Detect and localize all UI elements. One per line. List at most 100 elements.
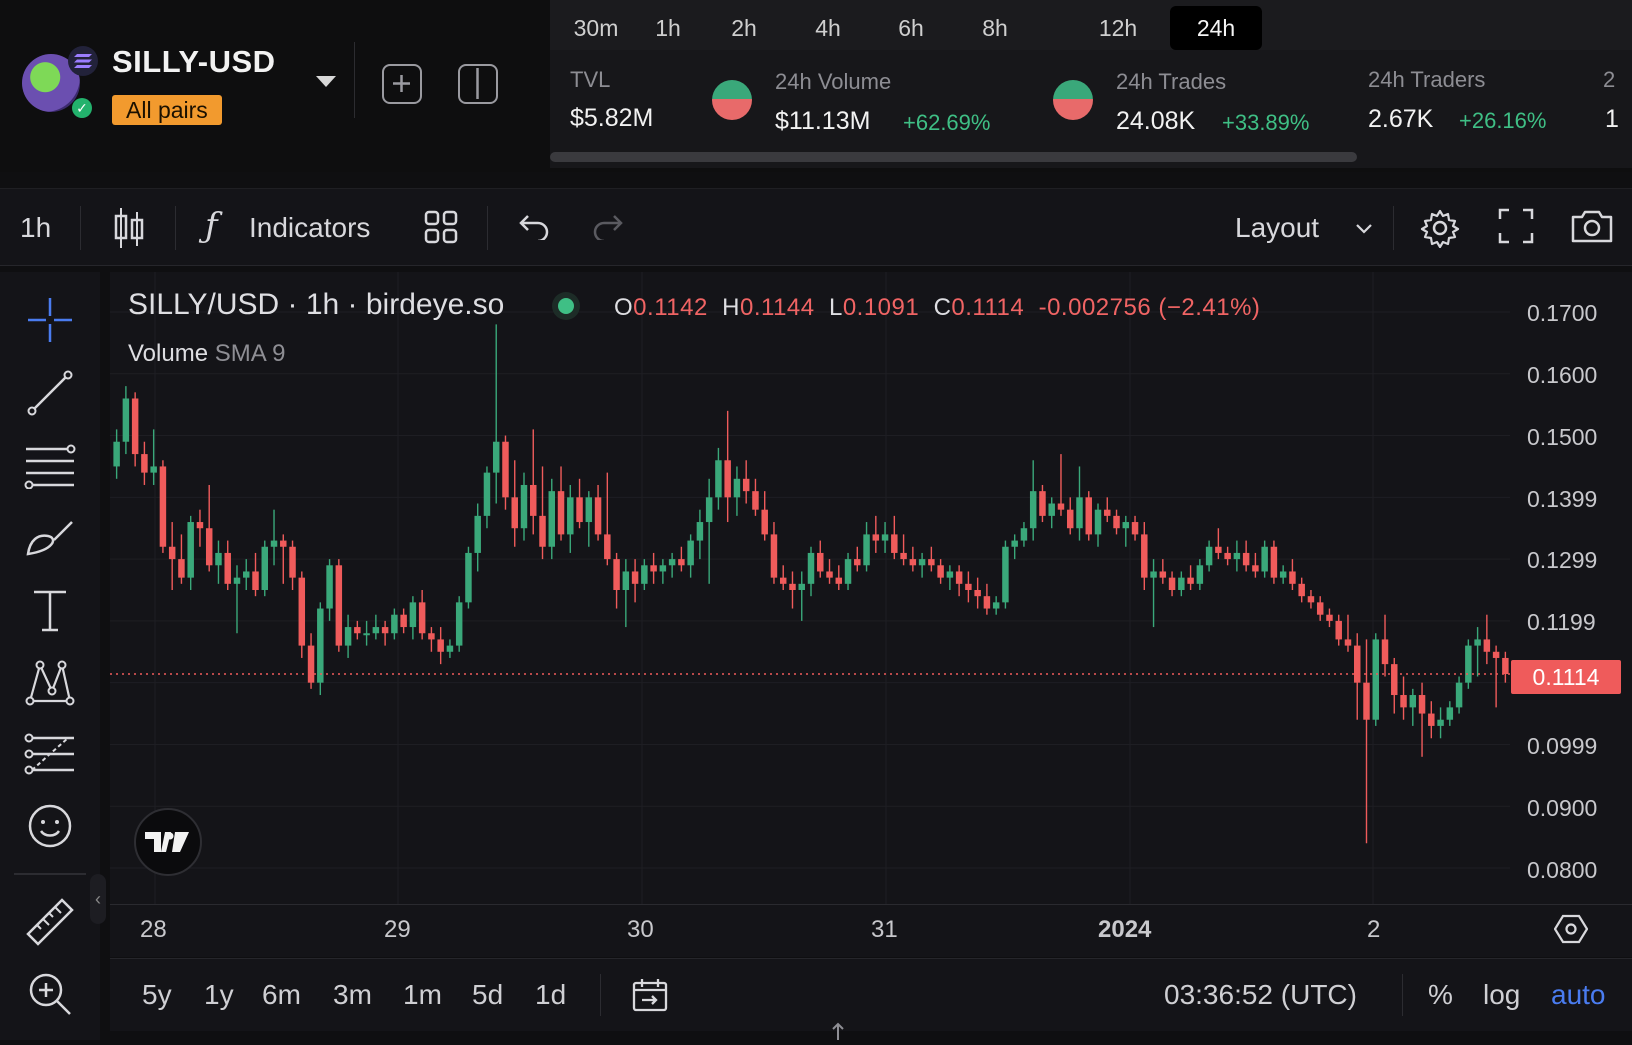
trend-line-tool[interactable] <box>20 365 80 421</box>
expand-panel-arrow-icon[interactable] <box>830 1022 846 1045</box>
prediction-icon <box>24 733 74 775</box>
brush-tool[interactable] <box>20 510 80 566</box>
candle-body <box>344 627 352 646</box>
pair-dropdown-icon[interactable] <box>316 76 336 87</box>
candle-body <box>363 633 370 636</box>
range-5d[interactable]: 5d <box>472 979 504 1010</box>
zoom-tool[interactable] <box>20 966 80 1022</box>
axis-settings-button[interactable] <box>1553 914 1589 949</box>
candle-body <box>1391 664 1398 696</box>
candle-body <box>1270 546 1278 578</box>
candle-body <box>826 571 833 578</box>
tab-1h[interactable]: 1h <box>655 15 681 41</box>
volume-indicator-label[interactable]: Volume SMA 9 <box>128 340 285 368</box>
candle-body <box>1215 546 1222 553</box>
layout-chevron-down-icon[interactable] <box>1355 222 1373 240</box>
tab-30m[interactable]: 30m <box>573 15 619 41</box>
redo-button[interactable] <box>592 212 624 245</box>
camera-icon <box>1571 210 1613 243</box>
candle-body <box>900 552 907 560</box>
text-tool[interactable] <box>20 582 80 638</box>
candle-body <box>557 491 565 535</box>
ohlc-readout: O0.1142 H0.1144 L0.1091 C0.1114 -0.00275… <box>614 294 1260 322</box>
fib-retracement-tool[interactable] <box>20 437 80 493</box>
candle-body <box>631 571 639 584</box>
candle-type-button[interactable] <box>112 206 146 255</box>
candle-body <box>335 565 343 646</box>
volume-pie-icon <box>712 80 752 120</box>
forecast-tool[interactable] <box>20 726 80 782</box>
candle-body <box>567 497 574 535</box>
tab-6h[interactable]: 6h <box>898 15 924 41</box>
candle-body <box>1196 565 1204 584</box>
candle-body <box>307 645 315 683</box>
header-divider <box>354 42 355 118</box>
price-tick: 0.1199 <box>1527 609 1596 635</box>
candle-body <box>1326 614 1333 621</box>
candle-body <box>391 614 398 634</box>
candle-body <box>872 534 880 541</box>
range-1y[interactable]: 1y <box>204 979 234 1010</box>
log-toggle[interactable]: log <box>1483 979 1521 1010</box>
range-6m[interactable]: 6m <box>262 979 301 1010</box>
candle-body <box>1409 695 1417 708</box>
candle-body <box>150 466 157 473</box>
utc-clock[interactable]: 03:36:52 (UTC) <box>1164 979 1357 1010</box>
fullscreen-button[interactable] <box>1498 208 1534 249</box>
screenshot-button[interactable] <box>1570 208 1614 249</box>
tab-4h[interactable]: 4h <box>815 15 841 41</box>
split-view-button[interactable] <box>458 64 498 104</box>
time-tick: 2 <box>1367 916 1381 943</box>
solana-chain-icon <box>68 46 98 76</box>
emoji-tool[interactable] <box>20 798 80 854</box>
all-pairs-badge[interactable]: All pairs <box>112 95 222 125</box>
candle-body <box>131 398 139 455</box>
range-1d[interactable]: 1d <box>535 979 567 1010</box>
crosshair-tool[interactable] <box>20 292 80 348</box>
brush-icon <box>26 521 73 556</box>
tab-24h[interactable]: 24h <box>1170 6 1262 50</box>
time-axis[interactable] <box>110 904 1632 957</box>
candle-body <box>1446 707 1454 720</box>
candle-body <box>1344 639 1352 646</box>
measure-tool[interactable] <box>20 894 80 950</box>
interval-selector[interactable]: 1h <box>20 212 52 243</box>
pattern-tool[interactable] <box>20 655 80 711</box>
candle-body <box>1400 695 1407 708</box>
candle-body <box>1020 528 1028 541</box>
tab-2h[interactable]: 2h <box>731 15 757 41</box>
candle-body <box>1011 540 1018 547</box>
live-status-dot <box>558 298 574 314</box>
tradingview-logo[interactable] <box>134 808 202 876</box>
candle-body <box>492 441 500 473</box>
candle-body <box>937 565 944 578</box>
candle-body <box>687 540 694 566</box>
go-to-date-button[interactable] <box>632 977 668 1018</box>
layout-menu[interactable]: Layout <box>1235 212 1320 243</box>
tab-12h[interactable]: 12h <box>1098 15 1138 41</box>
candle-body <box>317 608 324 683</box>
trades-label: 24h Trades <box>1116 69 1227 94</box>
tab-8h[interactable]: 8h <box>982 15 1008 41</box>
candle-body <box>520 484 528 529</box>
candle-body <box>678 559 685 566</box>
range-3m[interactable]: 3m <box>333 979 372 1010</box>
candle-body <box>409 602 417 628</box>
collapse-toolbar-handle[interactable]: ‹ <box>90 874 106 924</box>
percent-toggle[interactable]: % <box>1428 979 1453 1010</box>
ruler-icon <box>26 898 74 946</box>
stats-scrollbar[interactable] <box>550 152 1357 162</box>
candle-body <box>1455 682 1463 708</box>
range-5y[interactable]: 5y <box>142 979 172 1010</box>
auto-toggle[interactable]: auto <box>1551 979 1606 1010</box>
add-chart-button[interactable] <box>382 64 422 104</box>
timeframe-tabs <box>550 0 1632 50</box>
candle-body <box>1104 509 1111 516</box>
range-1m[interactable]: 1m <box>403 979 442 1010</box>
templates-button[interactable] <box>424 210 458 249</box>
undo-button[interactable] <box>518 212 550 245</box>
settings-button[interactable] <box>1420 208 1460 253</box>
stats-overflow-label: 2 <box>1603 67 1616 92</box>
trades-value: 24.08K <box>1116 107 1196 135</box>
chart-pane[interactable] <box>110 272 1632 904</box>
